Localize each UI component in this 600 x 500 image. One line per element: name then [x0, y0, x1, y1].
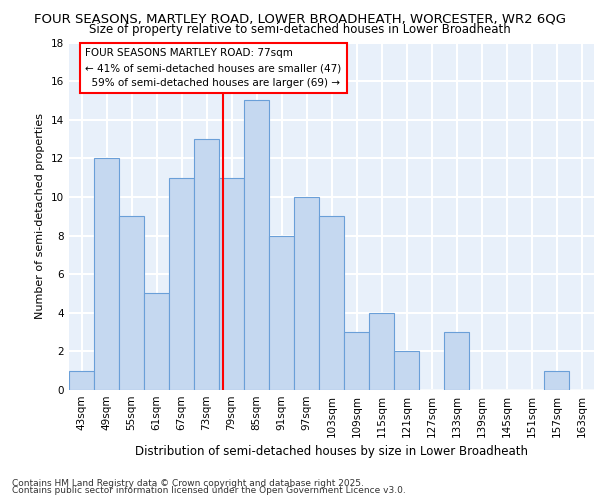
Bar — [69, 370, 94, 390]
Bar — [444, 332, 469, 390]
Bar — [144, 294, 169, 390]
Text: Contains public sector information licensed under the Open Government Licence v3: Contains public sector information licen… — [12, 486, 406, 495]
Bar — [394, 352, 419, 390]
Bar — [169, 178, 194, 390]
Bar — [194, 139, 219, 390]
Text: FOUR SEASONS, MARTLEY ROAD, LOWER BROADHEATH, WORCESTER, WR2 6QG: FOUR SEASONS, MARTLEY ROAD, LOWER BROADH… — [34, 12, 566, 26]
Bar — [219, 178, 244, 390]
Text: Size of property relative to semi-detached houses in Lower Broadheath: Size of property relative to semi-detach… — [89, 22, 511, 36]
Text: Contains HM Land Registry data © Crown copyright and database right 2025.: Contains HM Land Registry data © Crown c… — [12, 478, 364, 488]
X-axis label: Distribution of semi-detached houses by size in Lower Broadheath: Distribution of semi-detached houses by … — [135, 446, 528, 458]
Bar — [319, 216, 344, 390]
Bar — [269, 236, 294, 390]
Bar — [344, 332, 369, 390]
Bar — [119, 216, 144, 390]
Bar — [544, 370, 569, 390]
Text: FOUR SEASONS MARTLEY ROAD: 77sqm
← 41% of semi-detached houses are smaller (47)
: FOUR SEASONS MARTLEY ROAD: 77sqm ← 41% o… — [85, 48, 341, 88]
Bar — [294, 197, 319, 390]
Bar — [369, 313, 394, 390]
Y-axis label: Number of semi-detached properties: Number of semi-detached properties — [35, 114, 46, 320]
Bar — [244, 100, 269, 390]
Bar — [94, 158, 119, 390]
